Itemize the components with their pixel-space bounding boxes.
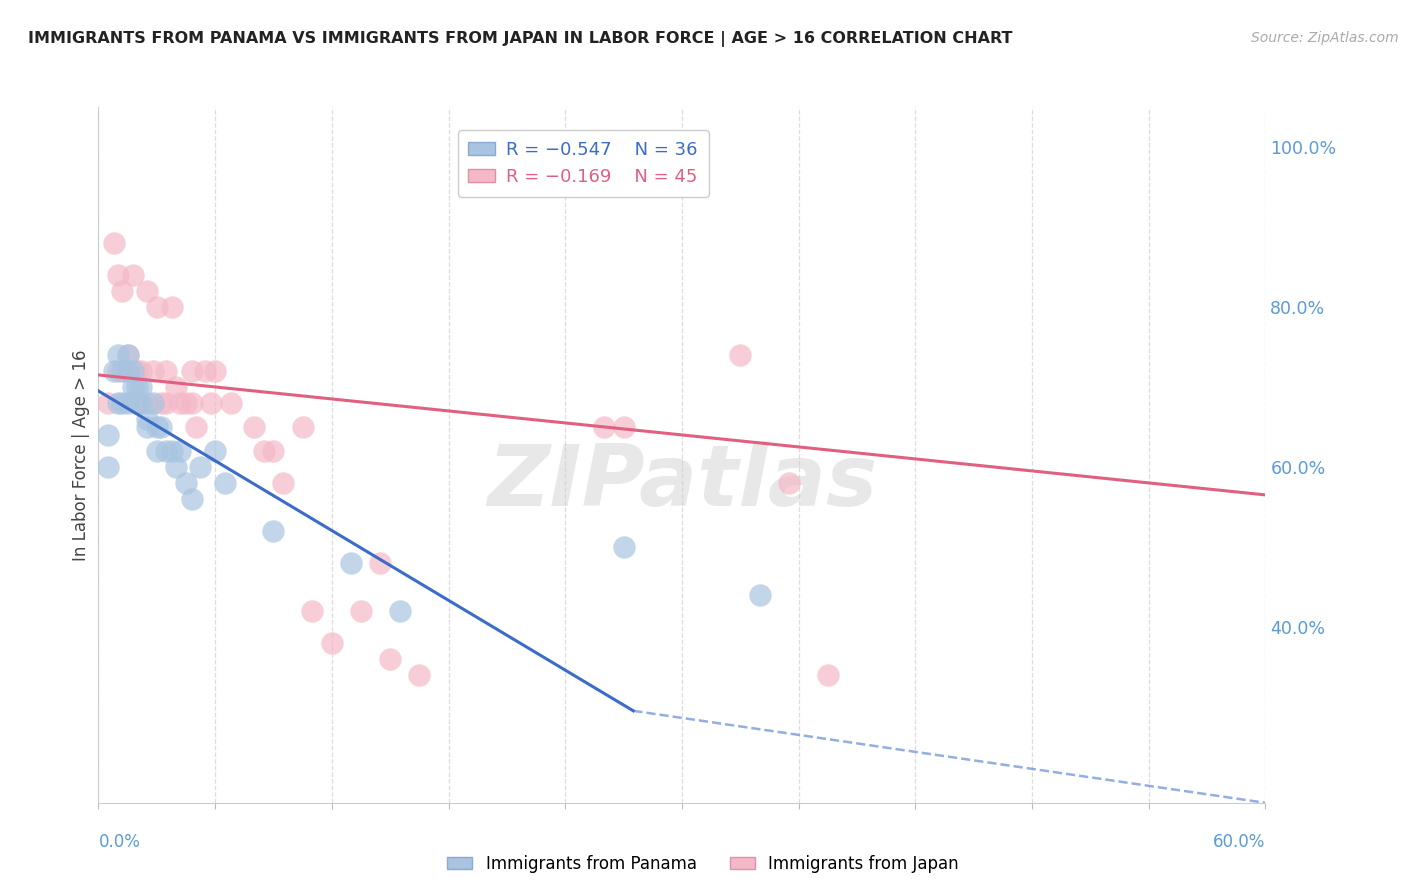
Text: Source: ZipAtlas.com: Source: ZipAtlas.com bbox=[1251, 31, 1399, 45]
Point bbox=[111, 284, 134, 298]
Legend: R = −0.547    N = 36, R = −0.169    N = 45: R = −0.547 N = 36, R = −0.169 N = 45 bbox=[457, 130, 709, 196]
Point bbox=[162, 300, 184, 314]
Point bbox=[146, 300, 169, 314]
Point bbox=[200, 396, 222, 410]
Point bbox=[146, 420, 169, 434]
Point bbox=[117, 348, 139, 362]
Point bbox=[180, 396, 202, 410]
Point bbox=[136, 284, 159, 298]
Point bbox=[97, 459, 120, 474]
Point bbox=[129, 396, 152, 410]
Point bbox=[117, 348, 139, 362]
Y-axis label: In Labor Force | Age > 16: In Labor Force | Age > 16 bbox=[72, 349, 90, 561]
Point bbox=[127, 396, 149, 410]
Point bbox=[107, 396, 129, 410]
Point bbox=[162, 444, 184, 458]
Point bbox=[817, 668, 839, 682]
Point bbox=[748, 588, 770, 602]
Point bbox=[204, 444, 226, 458]
Point bbox=[111, 396, 134, 410]
Point bbox=[408, 668, 430, 682]
Point bbox=[107, 268, 129, 282]
Point bbox=[103, 235, 125, 250]
Point bbox=[136, 396, 159, 410]
Point bbox=[388, 604, 411, 618]
Point bbox=[136, 412, 159, 426]
Point bbox=[219, 396, 242, 410]
Point bbox=[122, 380, 145, 394]
Point bbox=[262, 444, 284, 458]
Point bbox=[380, 652, 402, 666]
Point bbox=[778, 475, 800, 490]
Point bbox=[136, 420, 159, 434]
Point bbox=[142, 396, 165, 410]
Point bbox=[204, 364, 226, 378]
Point bbox=[122, 364, 145, 378]
Point bbox=[165, 459, 187, 474]
Point bbox=[169, 396, 191, 410]
Point bbox=[129, 364, 152, 378]
Point bbox=[184, 420, 207, 434]
Point bbox=[593, 420, 616, 434]
Point bbox=[129, 380, 152, 394]
Point bbox=[117, 364, 139, 378]
Point bbox=[174, 396, 197, 410]
Text: 0.0%: 0.0% bbox=[98, 833, 141, 851]
Point bbox=[174, 475, 197, 490]
Point bbox=[321, 636, 343, 650]
Point bbox=[107, 364, 129, 378]
Point bbox=[111, 364, 134, 378]
Point bbox=[117, 396, 139, 410]
Point bbox=[149, 396, 172, 410]
Point bbox=[146, 444, 169, 458]
Point bbox=[262, 524, 284, 538]
Point bbox=[613, 420, 636, 434]
Point bbox=[194, 364, 217, 378]
Point bbox=[155, 444, 177, 458]
Point bbox=[180, 364, 202, 378]
Point bbox=[340, 556, 363, 570]
Legend: Immigrants from Panama, Immigrants from Japan: Immigrants from Panama, Immigrants from … bbox=[440, 848, 966, 880]
Point bbox=[350, 604, 373, 618]
Point bbox=[730, 348, 752, 362]
Point bbox=[155, 396, 177, 410]
Text: IMMIGRANTS FROM PANAMA VS IMMIGRANTS FROM JAPAN IN LABOR FORCE | AGE > 16 CORREL: IMMIGRANTS FROM PANAMA VS IMMIGRANTS FRO… bbox=[28, 31, 1012, 47]
Point bbox=[97, 396, 120, 410]
Point bbox=[149, 420, 172, 434]
Point bbox=[253, 444, 276, 458]
Point bbox=[613, 540, 636, 554]
Point bbox=[117, 364, 139, 378]
Point bbox=[169, 444, 191, 458]
Point bbox=[370, 556, 392, 570]
Point bbox=[180, 491, 202, 506]
Point bbox=[271, 475, 294, 490]
Point bbox=[107, 348, 129, 362]
Point bbox=[301, 604, 323, 618]
Point bbox=[103, 364, 125, 378]
Point bbox=[127, 396, 149, 410]
Point bbox=[127, 380, 149, 394]
Point bbox=[214, 475, 236, 490]
Point bbox=[155, 364, 177, 378]
Point bbox=[165, 380, 187, 394]
Point bbox=[243, 420, 266, 434]
Point bbox=[127, 364, 149, 378]
Point bbox=[188, 459, 211, 474]
Point bbox=[122, 268, 145, 282]
Text: ZIPatlas: ZIPatlas bbox=[486, 442, 877, 524]
Point bbox=[291, 420, 314, 434]
Point bbox=[142, 364, 165, 378]
Point bbox=[97, 428, 120, 442]
Text: 60.0%: 60.0% bbox=[1213, 833, 1265, 851]
